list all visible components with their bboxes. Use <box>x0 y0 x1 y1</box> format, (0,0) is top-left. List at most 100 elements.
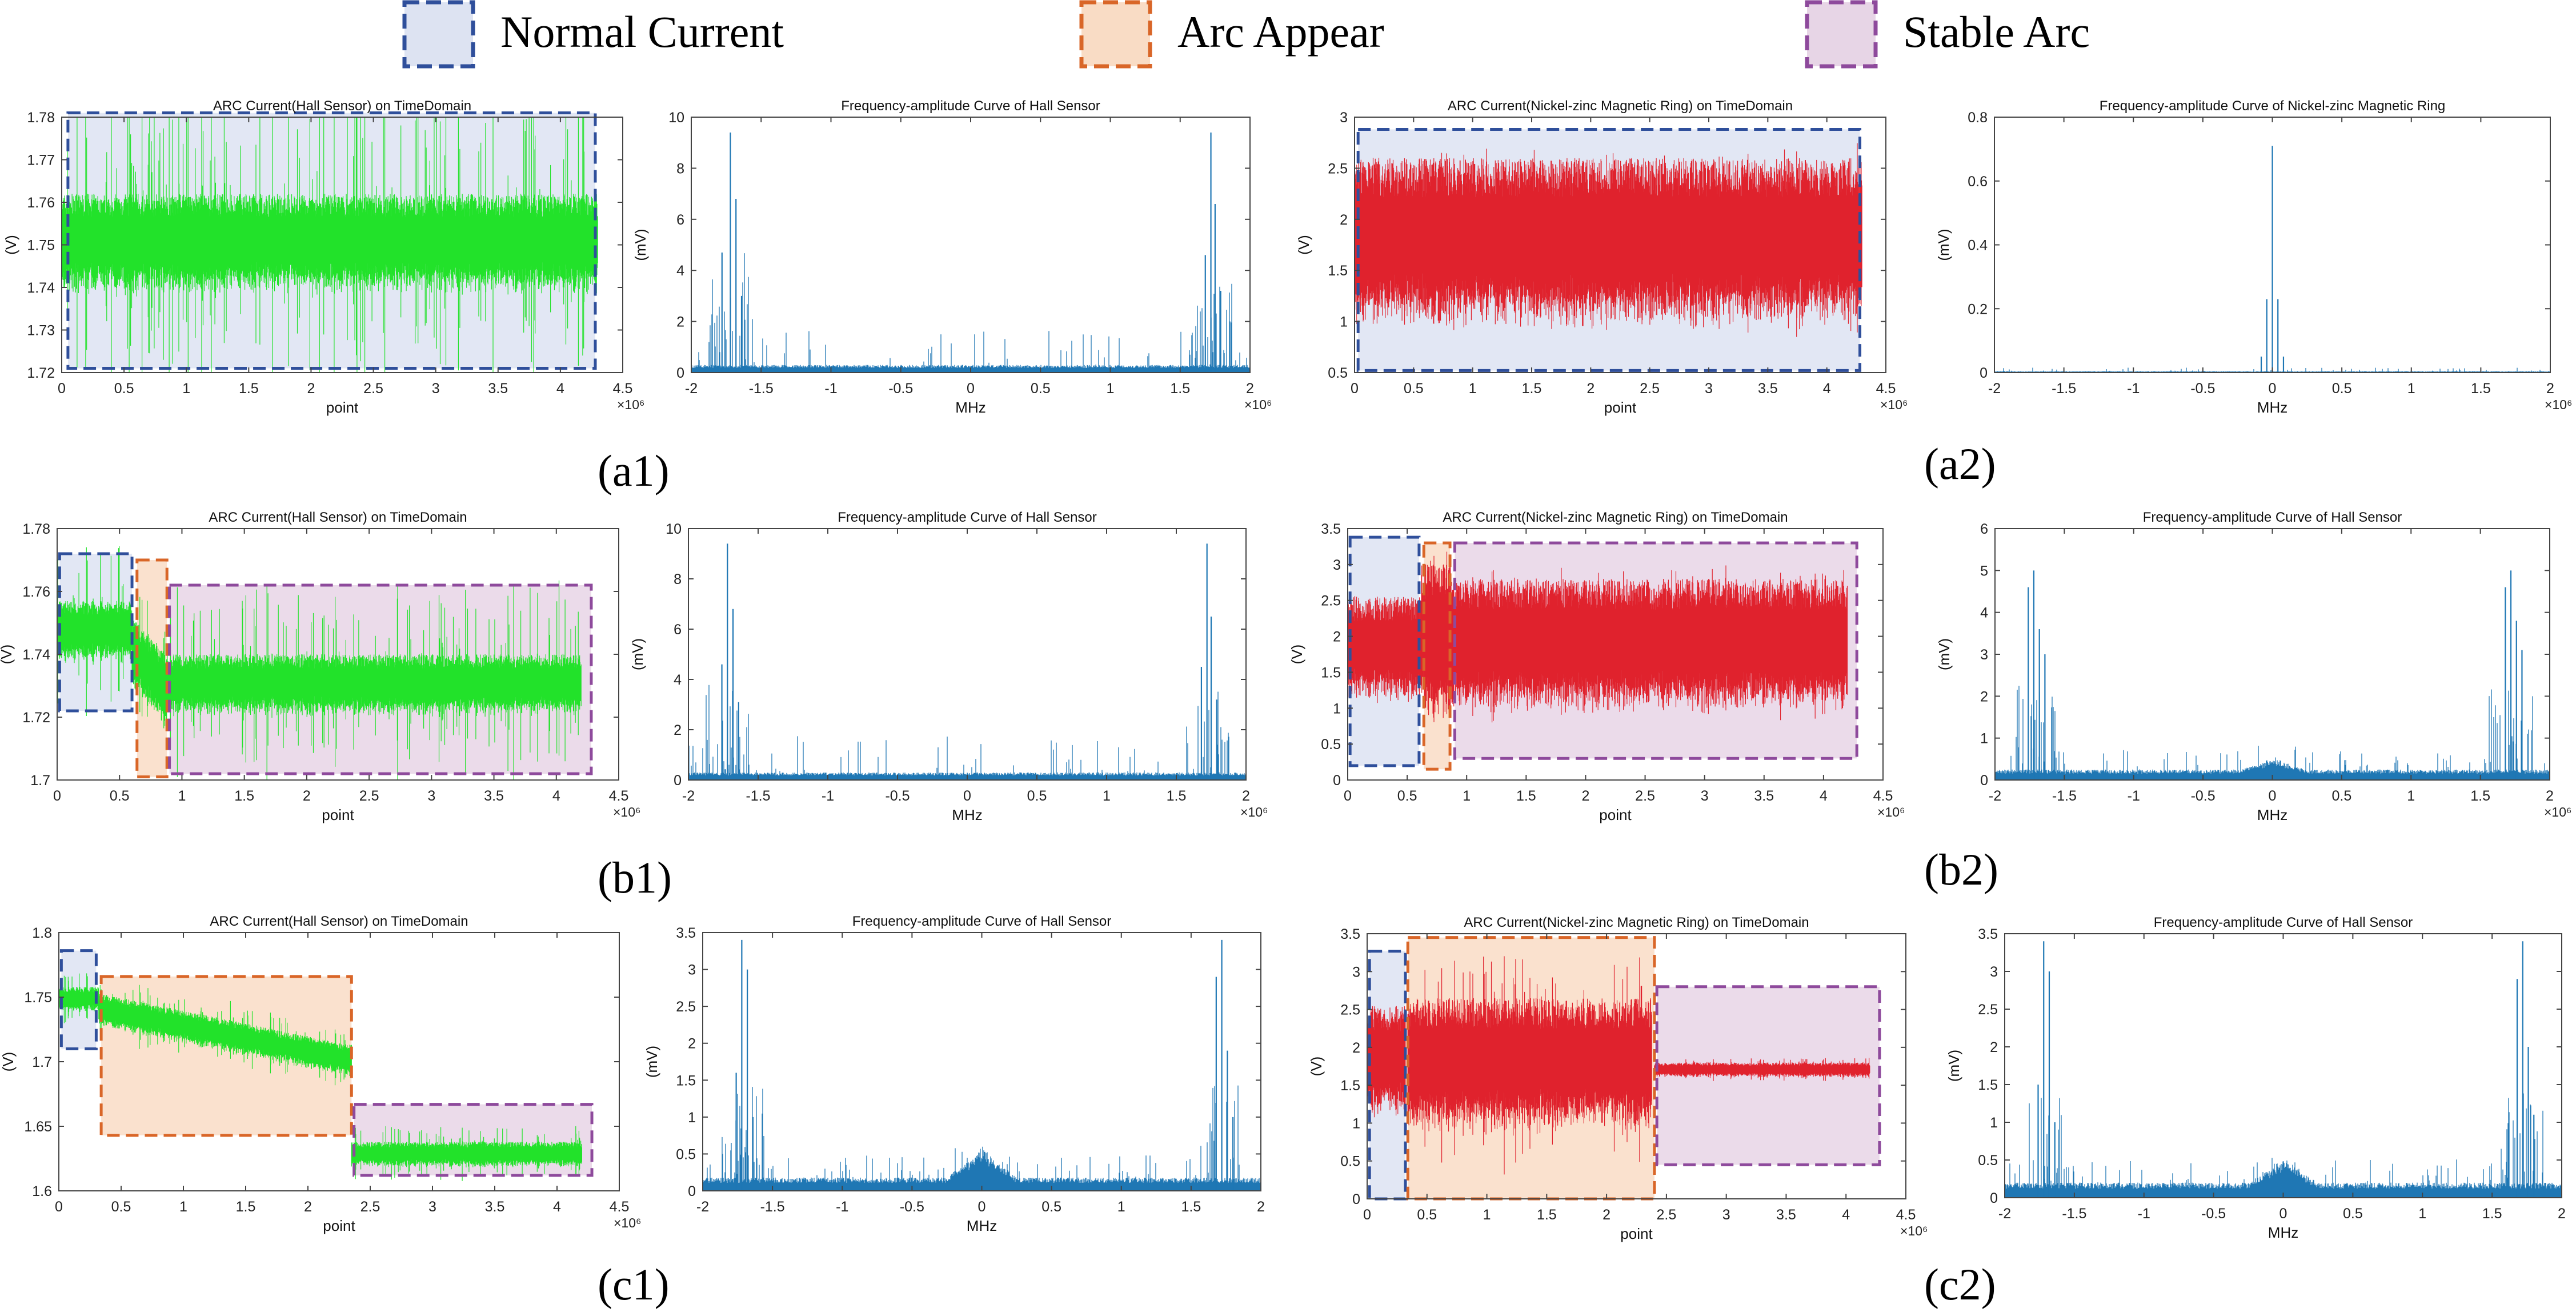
y-tick-label: 0.2 <box>1968 301 1988 317</box>
region-outline-0 <box>66 111 597 370</box>
y-tick-label: 1.75 <box>24 990 52 1006</box>
x-tick-label: 3 <box>432 381 440 397</box>
x-tick-label: 2 <box>1581 788 1589 804</box>
x-tick-label: 1.5 <box>2471 381 2491 397</box>
y-tick-label: 0 <box>674 773 682 789</box>
chart-title: ARC Current(Hall Sensor) on TimeDomain <box>209 510 467 525</box>
region-outline-2 <box>352 1103 594 1177</box>
y-tick-label: 1.76 <box>27 195 55 211</box>
x-tick-label: 3.5 <box>488 381 508 397</box>
y-tick-label: 1.78 <box>27 110 55 126</box>
legend-label-0: Normal Current <box>500 7 784 57</box>
chart-title: Frequency-amplitude Curve of Hall Sensor <box>841 98 1100 114</box>
region-outline-0 <box>58 552 134 713</box>
x-tick-label: 1 <box>1483 1207 1491 1223</box>
x-axis-label: point <box>1620 1225 1653 1242</box>
y-tick-label: 2.5 <box>1340 1002 1360 1018</box>
y-tick-label: 0.5 <box>1978 1153 1998 1169</box>
x-axis-label: point <box>1604 399 1637 416</box>
y-tick-label: 1.72 <box>27 365 55 381</box>
chart-a2-freq: -2 -1.5 -1 -0.5 0 0.5 1 1.5 2 0 0.2 0.4 0.6 0.8 Freque… <box>1935 98 2572 416</box>
y-axis-label: (V) <box>2 235 19 255</box>
signal-segment-1 <box>98 985 352 1086</box>
axes-frame <box>1367 933 1906 1199</box>
x-tick-label: 1.5 <box>239 381 259 397</box>
y-tick-label: 2 <box>676 314 684 330</box>
x-tick-label: 1.5 <box>2470 788 2490 804</box>
x-tick-label: -1.5 <box>760 1199 785 1215</box>
y-tick-label: 2 <box>1980 689 1988 705</box>
y-tick-label: 8 <box>674 571 682 587</box>
region-outline-1 <box>1422 541 1452 771</box>
region-outline-0 <box>1368 949 1407 1201</box>
region-outline-1 <box>99 975 353 1137</box>
x-axis-label: point <box>326 399 359 416</box>
signal-trace <box>1994 570 2550 780</box>
y-tick-label: 3 <box>688 962 696 978</box>
plot-area <box>691 117 1250 373</box>
x-axis-label: MHz <box>955 399 985 416</box>
x-exponent-label: ×10⁶ <box>1880 397 1908 412</box>
x-axis-label: MHz <box>967 1217 997 1234</box>
y-tick-label: 0.6 <box>1968 174 1988 190</box>
chart-b1-freq: -2 -1.5 -1 -0.5 0 0.5 1 1.5 2 0 2 4 6 8 10 Frequency-am… <box>629 510 1268 823</box>
y-tick-label: 6 <box>676 212 684 228</box>
y-tick-label: 3 <box>1340 110 1348 126</box>
region-outline-2 <box>1655 985 1881 1166</box>
y-tick-label: 1.5 <box>676 1073 696 1089</box>
x-tick-label: -2 <box>1989 788 2001 804</box>
y-tick-label: 0.4 <box>1968 238 1988 254</box>
x-tick-label: 1.5 <box>236 1199 256 1215</box>
y-tick-label: 0 <box>1980 773 1988 789</box>
y-tick-label: 1 <box>1340 314 1348 330</box>
x-tick-label: 2 <box>304 1199 312 1215</box>
x-tick-label: 3 <box>428 1199 436 1215</box>
y-tick-label: 2.5 <box>676 999 696 1015</box>
x-tick-label: 1.5 <box>1170 381 1190 397</box>
x-tick-label: 0 <box>2269 381 2277 397</box>
x-tick-label: 0 <box>1351 381 1359 397</box>
region-outline-0 <box>59 949 98 1050</box>
x-tick-label: 0.5 <box>1031 381 1051 397</box>
legend-swatch-2 <box>1805 0 1878 69</box>
axes-frame <box>1347 528 1884 781</box>
plot-area <box>2005 934 2562 1198</box>
y-tick-label: 4 <box>676 263 684 279</box>
signal-trace <box>57 546 582 780</box>
legend-item-1: Arc Appear <box>1079 0 1384 69</box>
x-tick-label: 4.5 <box>1873 788 1893 804</box>
signal-trace <box>2004 941 2562 1198</box>
x-tick-label: 3.5 <box>1776 1207 1796 1223</box>
x-tick-label: 0 <box>58 381 66 397</box>
panel-label-3: (b2) <box>1924 845 1998 894</box>
x-tick-label: -2 <box>1998 1206 2011 1222</box>
x-tick-label: 1.5 <box>2482 1206 2502 1222</box>
x-tick-label: 0 <box>963 788 971 804</box>
x-tick-label: -1.5 <box>2052 788 2077 804</box>
y-tick-label: 0.5 <box>1321 737 1341 753</box>
x-tick-label: 0 <box>1344 788 1352 804</box>
legend-label-2: Stable Arc <box>1903 7 2090 57</box>
y-axis-label: (V) <box>1288 645 1305 665</box>
y-tick-label: 0.8 <box>1968 110 1988 126</box>
x-tick-label: 2.5 <box>360 1199 380 1215</box>
y-tick-label: 0.5 <box>1340 1154 1360 1170</box>
x-exponent-label: ×10⁶ <box>1240 805 1268 819</box>
y-tick-label: 1.76 <box>22 584 50 600</box>
y-tick-label: 1.8 <box>32 925 52 941</box>
y-tick-label: 3 <box>1352 964 1360 980</box>
x-tick-label: 4.5 <box>613 381 633 397</box>
x-tick-label: -1 <box>2127 381 2140 397</box>
x-tick-label: 3.5 <box>1758 381 1778 397</box>
x-tick-label: 1 <box>179 1199 187 1215</box>
y-tick-label: 2 <box>1990 1039 1998 1055</box>
x-tick-label: 1.5 <box>1516 788 1536 804</box>
x-tick-label: 4 <box>552 788 560 804</box>
x-tick-label: 2 <box>1242 788 1250 804</box>
y-tick-label: 2 <box>1340 212 1348 228</box>
y-axis-label: (mV) <box>643 1046 660 1078</box>
x-tick-label: 4 <box>556 381 564 397</box>
chart-title: ARC Current(Hall Sensor) on TimeDomain <box>213 98 471 114</box>
y-axis-label: (V) <box>0 1052 17 1072</box>
x-tick-label: 1 <box>1463 788 1471 804</box>
